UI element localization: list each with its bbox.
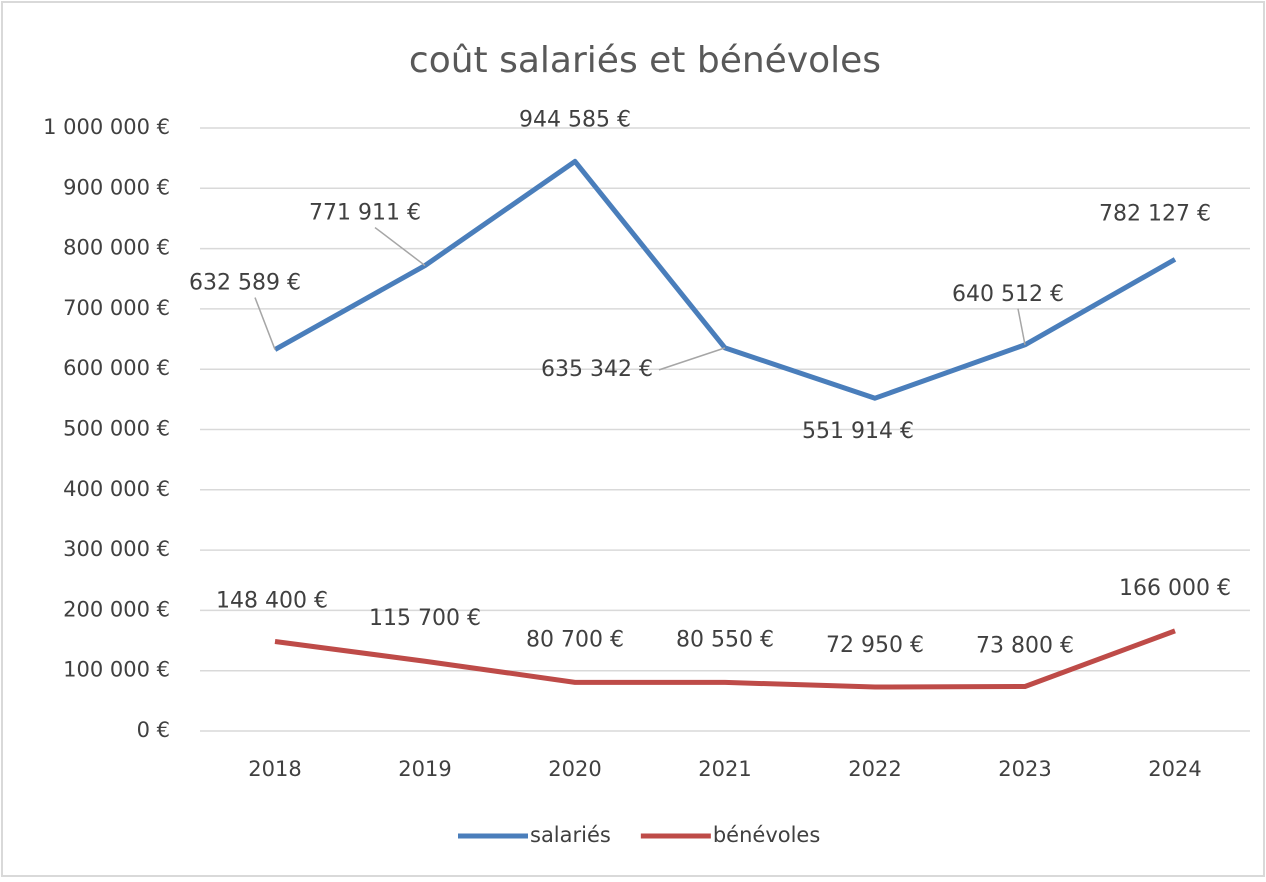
data-label: 73 800 € bbox=[976, 633, 1074, 658]
y-tick-label: 200 000 € bbox=[63, 597, 170, 621]
y-tick-label: 900 000 € bbox=[63, 175, 170, 199]
line-series bbox=[274, 628, 1176, 690]
y-tick-label: 500 000 € bbox=[63, 417, 170, 441]
x-tick-label: 2024 bbox=[1148, 757, 1201, 781]
leader-line bbox=[1017, 308, 1026, 345]
leader-line bbox=[374, 226, 426, 267]
x-tick-label: 2022 bbox=[848, 757, 901, 781]
y-tick-label: 400 000 € bbox=[63, 477, 170, 501]
leader-line bbox=[254, 297, 276, 350]
data-label: 632 589 € bbox=[189, 271, 301, 296]
data-label: 635 342 € bbox=[541, 357, 653, 382]
legend-label: salariés bbox=[530, 823, 611, 847]
x-tick-label: 2018 bbox=[248, 757, 301, 781]
y-tick-label: 0 € bbox=[137, 718, 170, 742]
x-tick-label: 2019 bbox=[398, 757, 451, 781]
y-tick-label: 1 000 000 € bbox=[43, 115, 170, 139]
data-label: 72 950 € bbox=[826, 633, 924, 658]
x-tick-label: 2023 bbox=[998, 757, 1051, 781]
y-tick-label: 800 000 € bbox=[63, 236, 170, 260]
data-label: 944 585 € bbox=[519, 107, 631, 132]
x-tick-label: 2021 bbox=[698, 757, 751, 781]
legend-label: bénévoles bbox=[713, 823, 820, 847]
data-label: 80 550 € bbox=[676, 627, 774, 652]
data-label: 782 127 € bbox=[1099, 201, 1211, 226]
data-label: 640 512 € bbox=[952, 282, 1064, 307]
data-label: 166 000 € bbox=[1119, 576, 1231, 601]
y-tick-label: 100 000 € bbox=[63, 658, 170, 682]
data-label: 115 700 € bbox=[369, 606, 481, 631]
y-tick-label: 600 000 € bbox=[63, 356, 170, 380]
data-label: 148 400 € bbox=[216, 589, 328, 614]
data-label: 771 911 € bbox=[309, 201, 421, 226]
data-label: 551 914 € bbox=[802, 419, 914, 444]
y-tick-label: 300 000 € bbox=[63, 537, 170, 561]
chart-title: coût salariés et bénévoles bbox=[409, 40, 881, 81]
x-tick-label: 2020 bbox=[548, 757, 601, 781]
y-tick-label: 700 000 € bbox=[63, 296, 170, 320]
data-label: 80 700 € bbox=[526, 627, 624, 652]
leader-line bbox=[658, 347, 726, 371]
